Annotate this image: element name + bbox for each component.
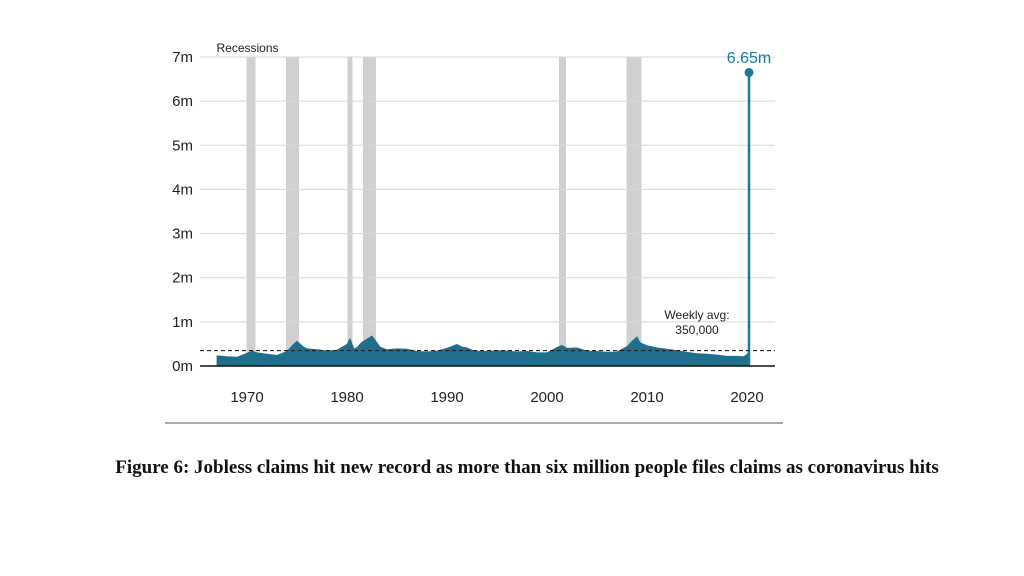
chart-labels: Recessions Weekly avg:350,000 6.65m [217, 41, 772, 337]
peak-value-label: 6.65m [727, 50, 771, 67]
recessions-label: Recessions [217, 41, 279, 55]
x-tick-label: 1970 [230, 389, 263, 406]
peak-point [744, 67, 754, 77]
recession-band [347, 57, 353, 366]
claims-area [216, 335, 749, 367]
weekly-average-value: 350,000 [675, 323, 719, 337]
y-tick-label: 3m [172, 226, 193, 243]
axes: 0m 1m 2m 3m 4m 5m 6m 7m 1970 1980 1990 2000 2010 2020 [172, 49, 775, 406]
figure-caption: Figure 6: Jobless claims hit new record … [115, 457, 939, 478]
recession-band [363, 57, 376, 366]
y-tick-label: 1m [172, 314, 193, 331]
y-tick-label: 6m [172, 93, 193, 110]
y-tick-label: 2m [172, 270, 193, 287]
x-tick-label: 2010 [630, 389, 663, 406]
y-tick-label: 4m [172, 181, 193, 198]
x-tick-label: 2000 [530, 389, 563, 406]
recession-band [559, 57, 566, 366]
recession-bands [246, 57, 642, 366]
x-tick-label: 1980 [330, 389, 363, 406]
weekly-average-label: Weekly avg: [664, 308, 729, 322]
gridlines [200, 56, 775, 323]
y-tick-label: 0m [172, 358, 193, 375]
y-tick-label: 5m [172, 137, 193, 154]
recession-band [626, 57, 642, 366]
recession-band [286, 57, 299, 366]
x-tick-label: 2020 [730, 389, 763, 406]
recession-band [246, 57, 256, 366]
y-tick-label: 7m [172, 49, 193, 66]
x-tick-label: 1990 [430, 389, 463, 406]
claims-series [216, 67, 754, 367]
jobless-claims-chart: 0m 1m 2m 3m 4m 5m 6m 7m 1970 1980 1990 2000 2010 2020… [165, 41, 783, 424]
